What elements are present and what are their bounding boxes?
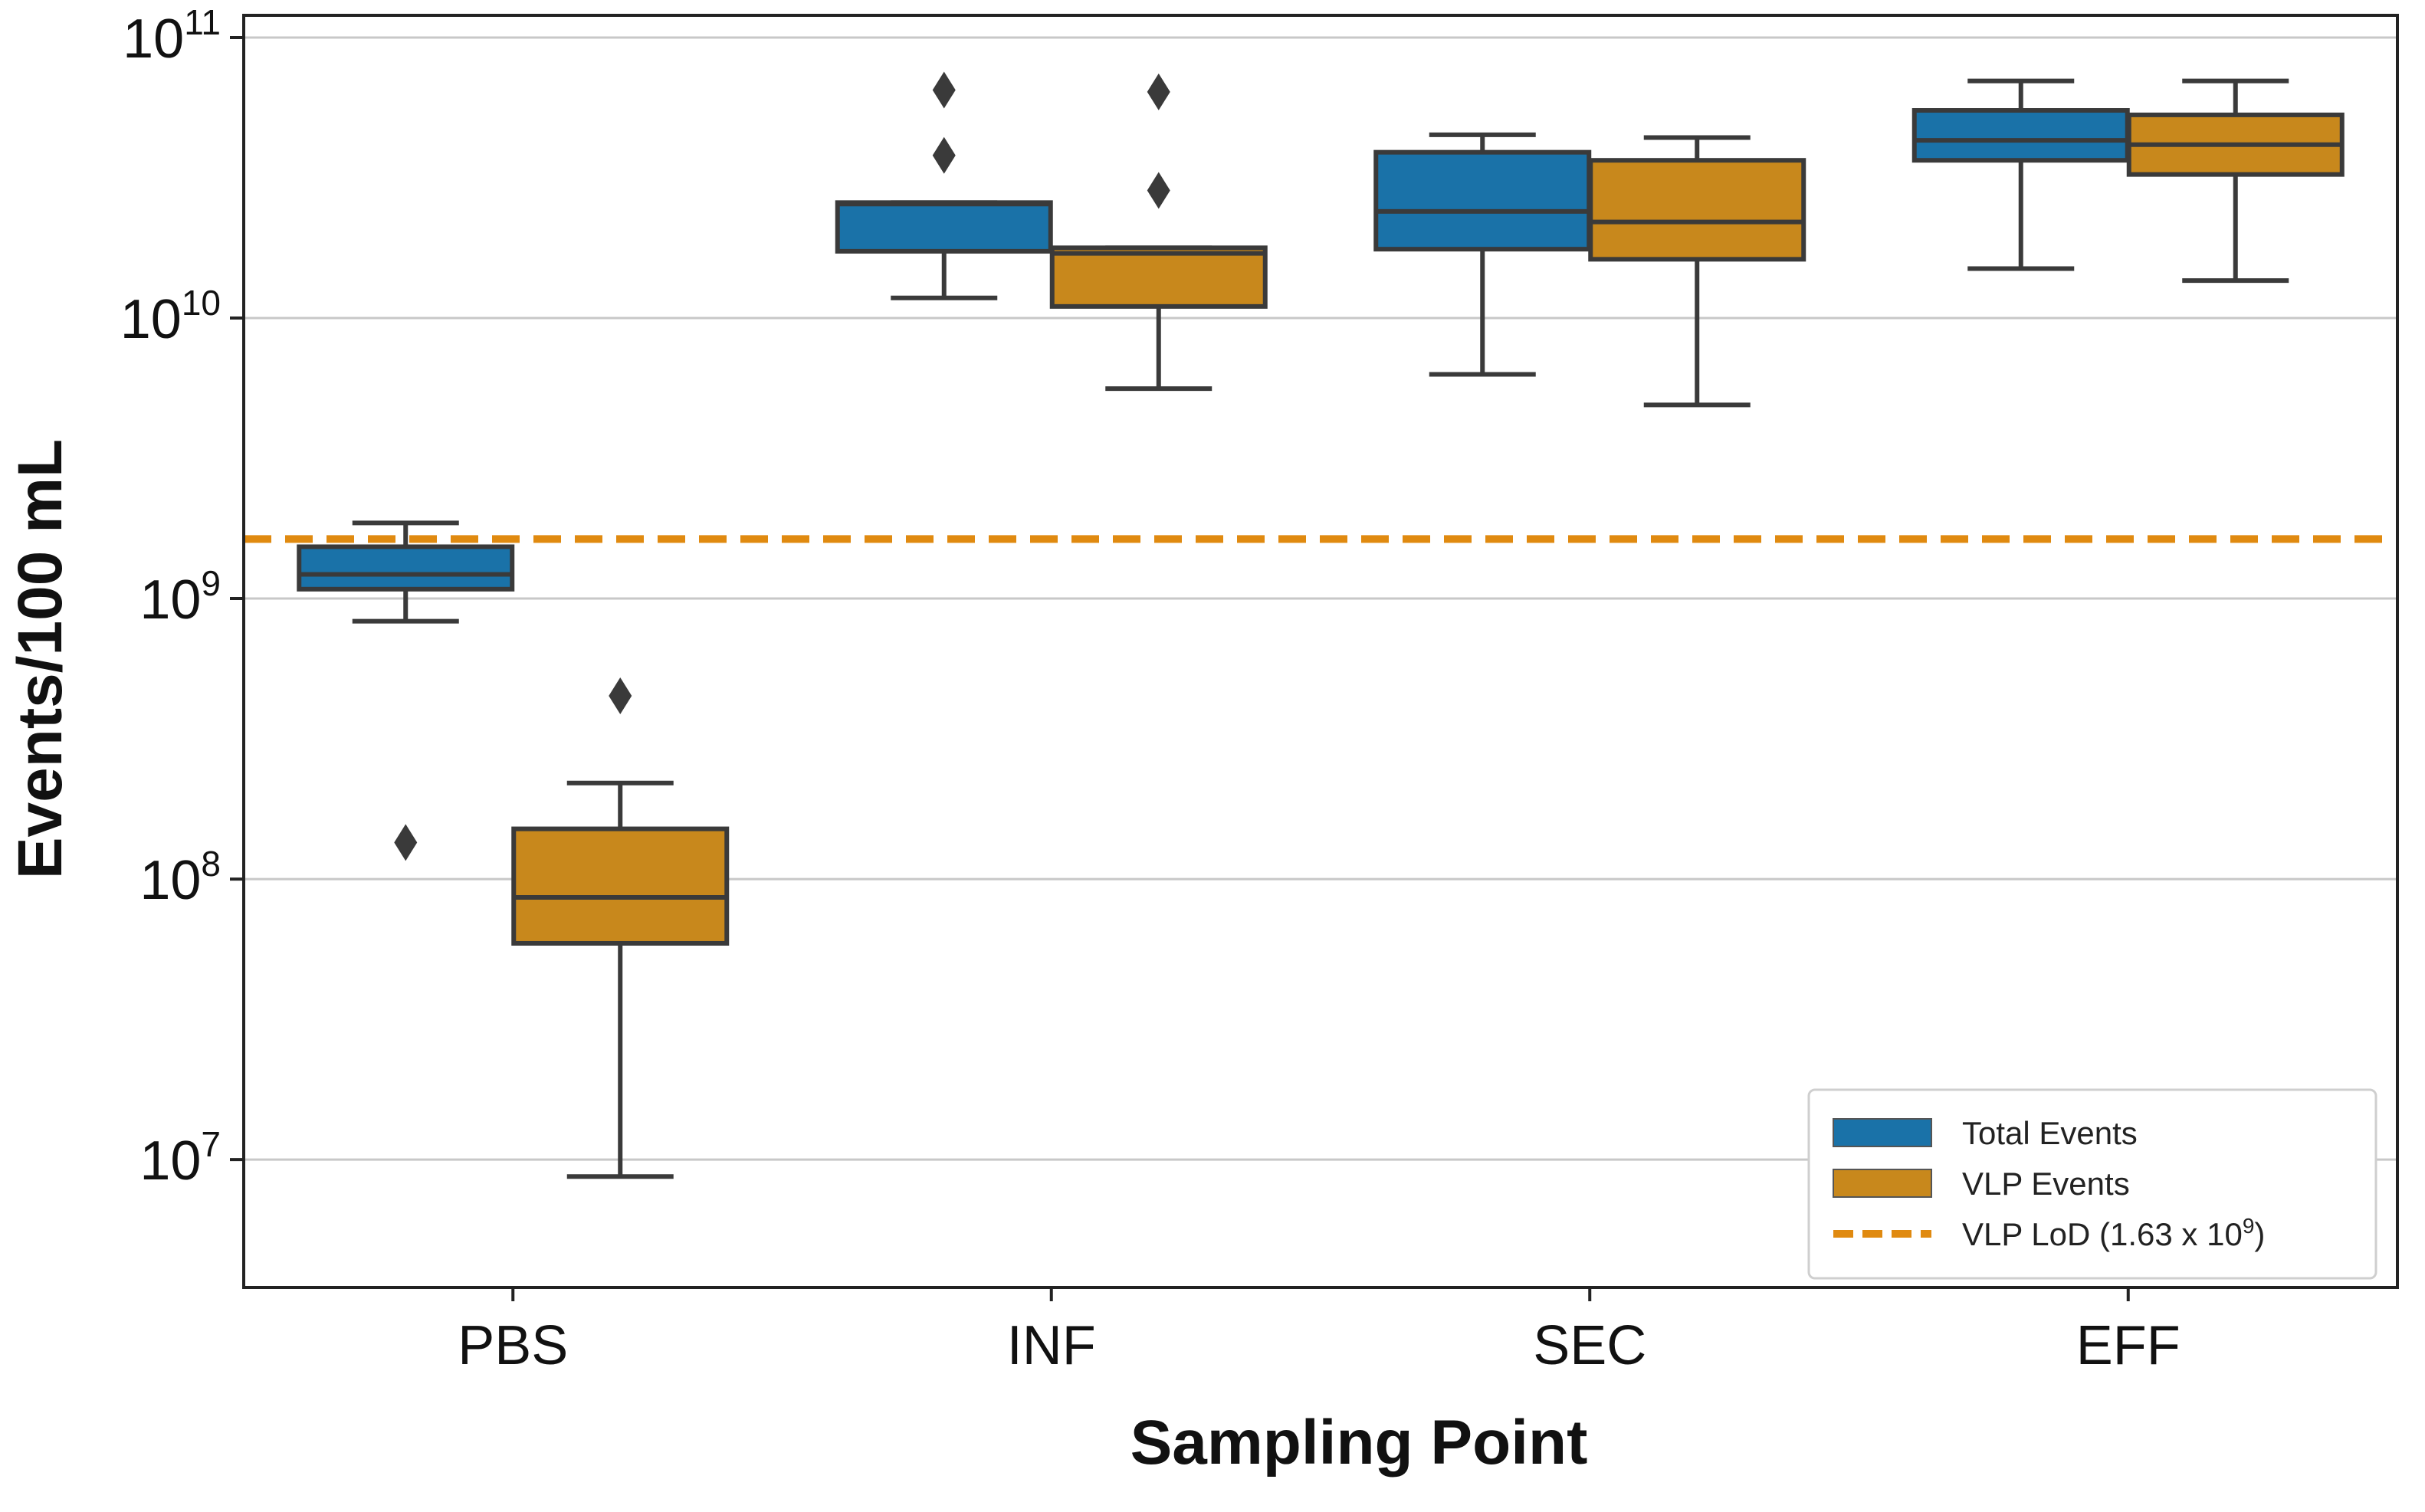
x-tick-label: INF bbox=[1007, 1315, 1096, 1376]
y-axis-title: Events/100 mL bbox=[5, 439, 75, 879]
outlier-point bbox=[1147, 172, 1170, 209]
legend-label: VLP Events bbox=[1962, 1166, 2130, 1202]
legend: Total Events VLP Events VLP LoD (1.63 x 10… bbox=[1807, 1088, 2377, 1280]
y-tick-label: 109 bbox=[139, 563, 221, 631]
series-vlp-events bbox=[511, 73, 2345, 1179]
y-tick-exponent: 8 bbox=[201, 844, 221, 884]
x-axis-title: Sampling Point bbox=[1130, 1408, 1588, 1478]
x-tick-label: EFF bbox=[2076, 1315, 2181, 1376]
y-tick-label: 1010 bbox=[120, 283, 221, 350]
legend-swatch bbox=[1833, 1118, 1932, 1147]
y-tick-base: 10 bbox=[139, 1130, 201, 1192]
y-tick-exponent: 7 bbox=[201, 1124, 221, 1164]
legend-box bbox=[1807, 1088, 2377, 1280]
y-tick-base: 10 bbox=[123, 8, 184, 70]
outlier-point bbox=[609, 677, 632, 714]
box-inf bbox=[835, 200, 1053, 254]
y-tick-base: 10 bbox=[139, 569, 201, 631]
y-tick-base: 10 bbox=[120, 289, 182, 350]
y-tick-exponent: 11 bbox=[184, 2, 221, 42]
y-tick-label: 1011 bbox=[123, 2, 221, 70]
y-tick-label: 107 bbox=[139, 1124, 221, 1192]
legend-label-exponent: 9 bbox=[2243, 1214, 2255, 1238]
outlier-point bbox=[932, 71, 956, 109]
legend-label-suffix: ) bbox=[2254, 1216, 2265, 1252]
plot-frame bbox=[242, 14, 2399, 1289]
box-inf bbox=[1049, 245, 1268, 309]
series-total-events bbox=[297, 71, 2130, 861]
outlier-point bbox=[932, 136, 956, 174]
legend-label: Total Events bbox=[1962, 1115, 2138, 1151]
x-tick-label: PBS bbox=[458, 1315, 568, 1376]
y-tick-exponent: 10 bbox=[182, 283, 221, 323]
legend-label: VLP LoD (1.63 x 109) bbox=[1962, 1214, 2265, 1252]
outlier-point bbox=[394, 824, 418, 861]
y-tick-label: 108 bbox=[139, 844, 221, 911]
legend-swatch bbox=[1833, 1169, 1932, 1198]
y-tick-base: 10 bbox=[139, 850, 201, 911]
box-eff bbox=[1911, 108, 2130, 163]
box-pbs bbox=[511, 826, 730, 946]
legend-label-prefix: VLP LoD (1.63 x 10 bbox=[1962, 1216, 2243, 1252]
outlier-point bbox=[1147, 73, 1170, 110]
y-tick-exponent: 9 bbox=[201, 563, 221, 603]
box-pbs bbox=[297, 544, 515, 592]
box-sec bbox=[1588, 158, 1806, 262]
x-tick-label: SEC bbox=[1533, 1315, 1646, 1376]
box-sec bbox=[1373, 149, 1592, 252]
